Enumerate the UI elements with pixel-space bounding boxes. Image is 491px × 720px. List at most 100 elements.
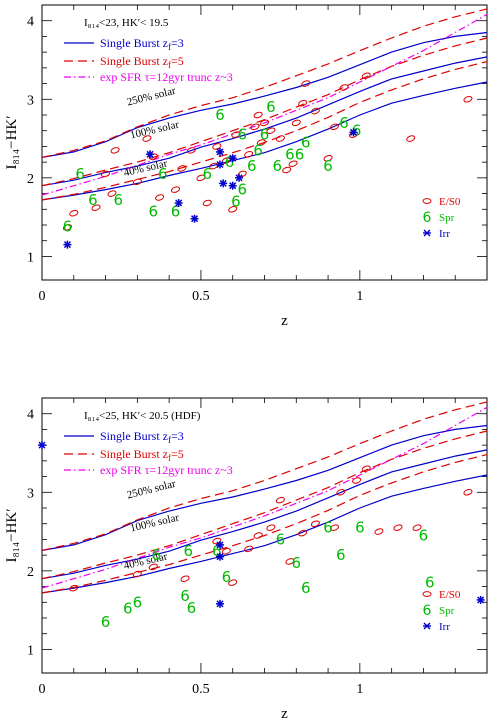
point-irr: [216, 599, 224, 608]
point-es0: [244, 545, 254, 553]
point-spr: 6: [215, 106, 225, 124]
point-irr: [235, 173, 244, 182]
point-spr: 6: [123, 600, 133, 618]
point-spr: 6: [276, 530, 286, 548]
point-spr: 6: [222, 568, 232, 586]
point-spr: 6: [231, 192, 241, 210]
point-spr: 6: [266, 98, 276, 116]
x-axis-label: z: [281, 313, 288, 329]
chart-panel-2: 0 0.5 1 1 2 3 4 z I₈₁₄−HK′ I₈₁₄<25, HK′< 20.5 (HD…: [4, 397, 488, 720]
legend-label: Single Burst zf=5: [100, 54, 184, 70]
point-es0: [221, 547, 231, 555]
point-spr: 6: [323, 519, 333, 537]
point-es0: [266, 127, 276, 134]
point-spr: 6: [323, 157, 333, 175]
point-spr: 6: [88, 191, 98, 209]
point-spr: 6: [272, 157, 282, 175]
point-spr: 6: [425, 574, 435, 592]
model-curve: [41, 13, 488, 196]
legend-marker-spr: 6: [423, 210, 432, 226]
y-tick-label: 2: [27, 172, 34, 187]
point-es0: [91, 204, 101, 211]
legend-label: Single Burst zf=3: [100, 429, 184, 445]
y-tick-label: 3: [27, 486, 34, 501]
point-es0: [310, 520, 320, 527]
point-es0: [339, 84, 349, 91]
model-curve: [41, 37, 488, 187]
point-spr: 6: [237, 126, 247, 144]
point-es0: [256, 139, 266, 146]
chart-panel-1: 0 0.5 1 1 2 3 4 z I₈₁₄−HK′ I₈₁₄<23, HK′< 19.5 Sing…: [4, 4, 488, 329]
point-spr: 6: [75, 165, 85, 183]
point-es0: [323, 154, 333, 162]
x-tick-label: 1: [356, 289, 363, 304]
point-es0: [361, 72, 371, 79]
point-es0: [463, 96, 473, 103]
panel-title: I₈₁₄<23, HK′< 19.5: [84, 17, 169, 29]
model-curve: [41, 430, 488, 580]
point-es0: [107, 190, 117, 197]
legend-label: Single Burst zf=5: [100, 447, 184, 463]
model-curve: [41, 406, 488, 589]
point-spr: 6: [237, 181, 247, 199]
point-es0: [285, 558, 295, 565]
point-spr: 6: [285, 145, 295, 163]
legend-label: exp SFR τ=12gyr trunc z~3: [100, 463, 233, 477]
model-curve: [41, 424, 488, 551]
point-es0: [250, 123, 260, 131]
point-spr: 6: [301, 134, 311, 152]
point-es0: [155, 194, 165, 201]
x-tick-label: 0: [39, 289, 46, 304]
point-es0: [62, 224, 72, 231]
point-es0: [253, 111, 263, 119]
point-es0: [275, 496, 285, 504]
point-es0: [298, 529, 308, 537]
point-spr: 6: [419, 527, 429, 545]
point-es0: [336, 489, 346, 496]
point-es0: [412, 524, 422, 531]
point-irr: [146, 150, 155, 159]
point-es0: [352, 477, 362, 484]
legend-point-label: E/S0: [439, 196, 461, 208]
point-irr: [476, 595, 485, 604]
point-es0: [329, 123, 339, 131]
point-spr: 6: [301, 579, 311, 597]
point-spr: 6: [187, 599, 197, 617]
model-curve: [41, 8, 488, 158]
point-spr: 6: [183, 542, 193, 560]
legend-point-label: Irr: [439, 228, 450, 240]
legend-marker-irr: [423, 229, 431, 237]
model-curve: [41, 31, 488, 158]
point-spr: 6: [63, 218, 73, 236]
point-es0: [463, 489, 473, 496]
point-es0: [310, 107, 320, 115]
point-es0: [288, 160, 298, 167]
point-irr: [174, 199, 183, 207]
point-es0: [69, 584, 79, 592]
x-tick-label: 0.5: [192, 289, 210, 304]
point-spr: 6: [260, 126, 270, 144]
point-spr: 6: [355, 519, 365, 537]
point-irr: [190, 214, 199, 223]
point-es0: [148, 563, 158, 571]
point-es0: [237, 170, 247, 178]
legend-point-label: Spr: [439, 605, 455, 617]
point-spr: 6: [247, 157, 257, 175]
model-curve: [41, 56, 488, 187]
point-es0: [298, 99, 308, 107]
point-irr: [228, 181, 237, 190]
y-tick-label: 1: [27, 643, 34, 658]
point-es0: [282, 166, 292, 174]
point-es0: [329, 524, 339, 531]
point-spr: 6: [171, 203, 181, 221]
point-irr: [216, 540, 224, 549]
point-es0: [142, 135, 152, 142]
point-es0: [374, 528, 384, 535]
panel-title: I₈₁₄<25, HK′< 20.5 (HDF): [84, 410, 201, 422]
point-irr: [216, 147, 224, 156]
point-es0: [202, 199, 212, 207]
point-es0: [228, 579, 238, 586]
point-irr: [38, 441, 46, 450]
point-es0: [132, 570, 142, 578]
legend-marker-es0: [422, 591, 432, 597]
